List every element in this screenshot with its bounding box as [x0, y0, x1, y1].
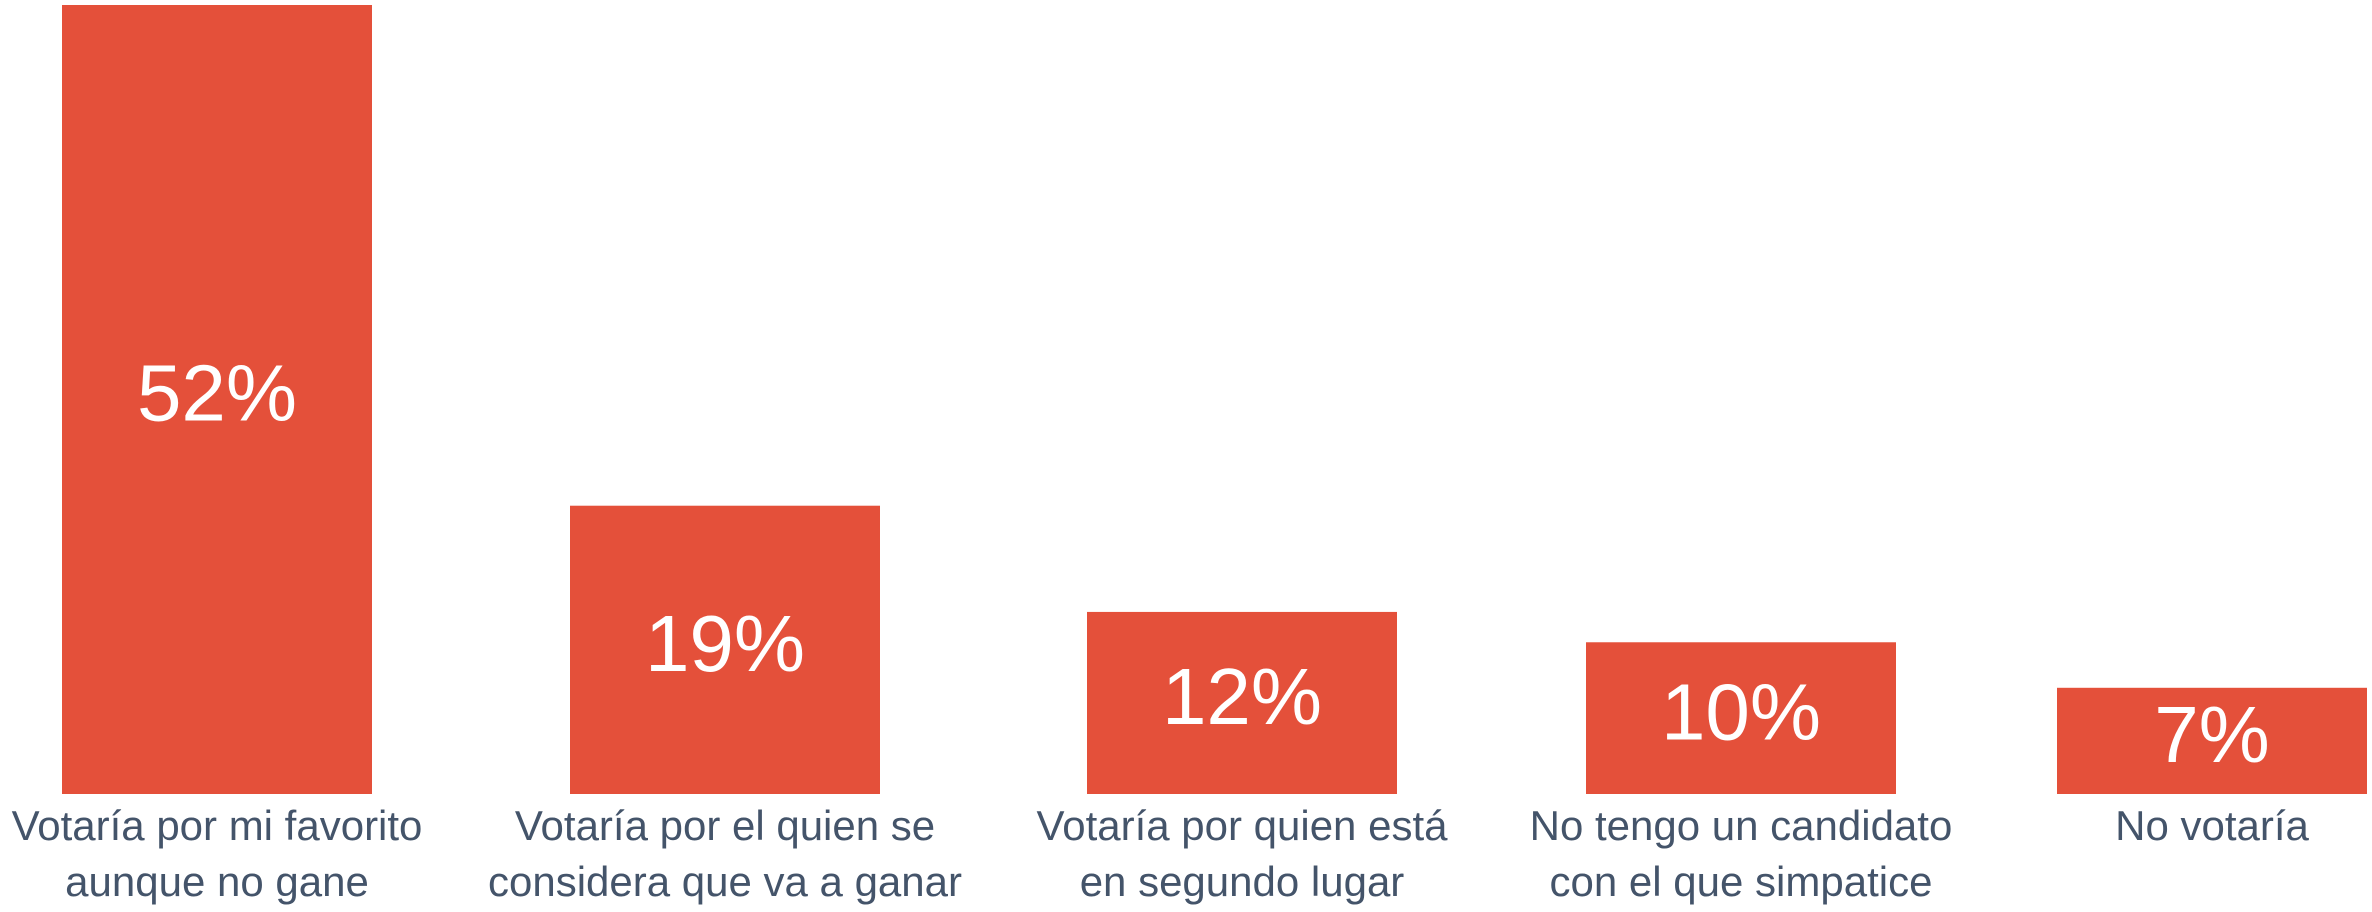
category-line: Votaría por el quien se [515, 802, 935, 849]
value-label: 19% [645, 599, 805, 688]
category-label: Votaría por quien está en segundo lugar [1037, 802, 1449, 905]
category-line: Votaría por mi favorito [12, 802, 423, 849]
value-label: 12% [1162, 652, 1322, 741]
value-label: 52% [137, 349, 297, 438]
category-label: Votaría por el quien se considera que va … [488, 802, 962, 905]
value-label: 10% [1661, 667, 1821, 756]
category-line: con el que simpatice [1550, 858, 1933, 905]
category-label: Votaría por mi favorito aunque no gane [12, 802, 423, 905]
bar [62, 5, 372, 794]
bar [2057, 687, 2367, 794]
category-line: aunque no gane [65, 858, 369, 905]
category-line: en segundo lugar [1080, 858, 1405, 905]
category-line: Votaría por quien está [1037, 802, 1449, 849]
category-label: No votaría [2115, 802, 2309, 849]
value-label: 7% [2154, 690, 2270, 779]
bar [570, 505, 880, 794]
bar [1087, 611, 1397, 794]
category-label: No tengo un candidato con el que simpatic… [1530, 802, 1953, 905]
category-line: No votaría [2115, 802, 2309, 849]
category-line: considera que va a ganar [488, 858, 962, 905]
category-line: No tengo un candidato [1530, 802, 1953, 849]
bar [1586, 642, 1896, 794]
